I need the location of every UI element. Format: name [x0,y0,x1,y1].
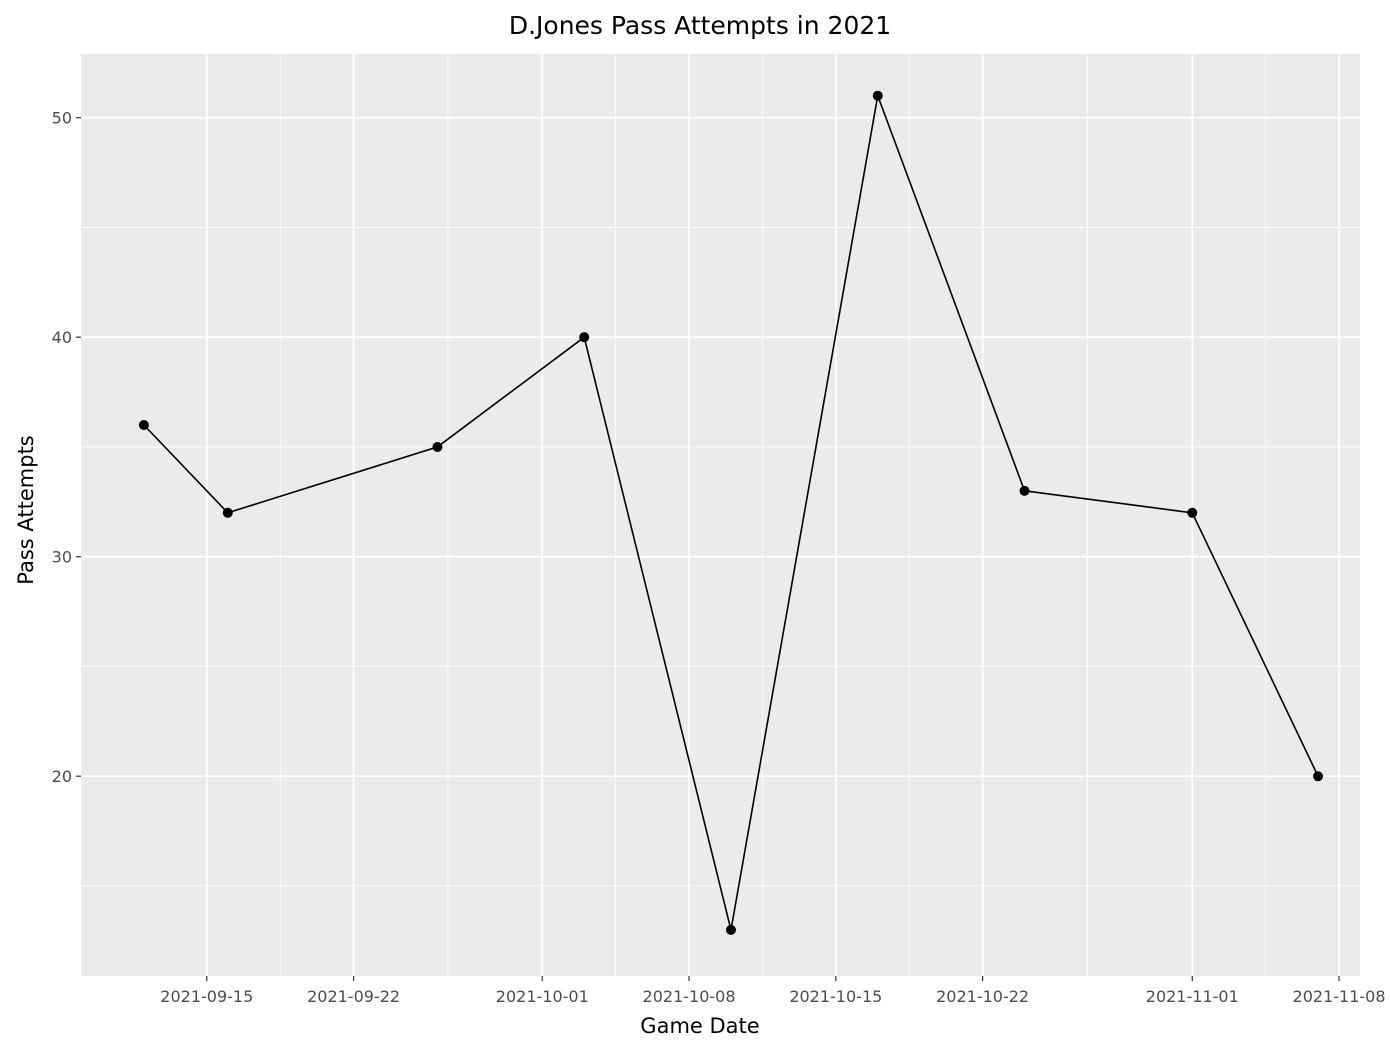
y-tick-label: 20 [52,767,72,786]
series-line-segment [730,95,879,931]
data-point [1313,771,1324,782]
series-line-segment [1191,512,1319,777]
data-point [432,441,443,452]
minor-gridlines [81,54,1360,976]
panel-background [81,54,1360,976]
data-point [579,332,590,343]
data-point [222,507,233,518]
x-tick-label: 2021-10-15 [789,987,882,1006]
series-line-segment [583,336,732,931]
y-axis-title: Pass Attempts [14,435,38,585]
y-tick-label: 40 [52,328,72,347]
x-tick-label: 2021-09-15 [160,987,253,1006]
data-point [872,90,883,101]
y-tick-label: 50 [52,109,72,128]
x-tick-label: 2021-10-08 [643,987,736,1006]
chart-title: D.Jones Pass Attempts in 2021 [509,11,891,40]
series-lines [143,95,1319,931]
data-point [1019,485,1030,496]
axis-ticks [76,117,1340,981]
x-axis-title: Game Date [640,1014,759,1038]
data-point [725,924,736,935]
series-line-segment [143,424,229,514]
x-tick-label: 2021-10-22 [936,987,1029,1006]
series-line-segment [877,95,1026,492]
tick-labels: 2021-09-15 2021-09-22 2021-10-01 2021-10-08… [52,109,1386,1006]
series-line-segment [436,336,585,448]
data-point [1187,507,1198,518]
series-line-segment [227,446,438,514]
x-tick-label: 2021-09-22 [307,987,400,1006]
series-line-segment [1024,490,1193,514]
x-tick-label: 2021-11-01 [1146,987,1239,1006]
y-tick-label: 30 [52,548,72,567]
x-tick-label: 2021-11-08 [1293,987,1386,1006]
data-point [138,419,149,430]
series-points [138,90,1324,935]
x-tick-label: 2021-10-01 [496,987,589,1006]
